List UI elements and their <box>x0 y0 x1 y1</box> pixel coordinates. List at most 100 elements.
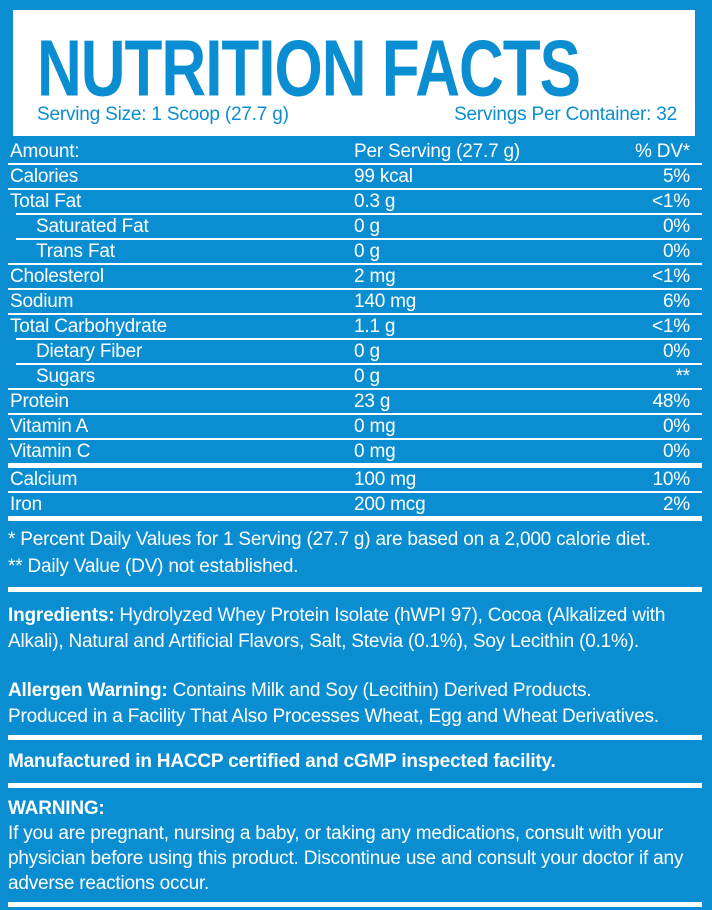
row-divider <box>8 288 702 290</box>
nutrient-dv: 0% <box>662 415 690 437</box>
row-divider <box>8 438 702 440</box>
nutrient-row: Sugars 0 g ** <box>8 365 702 388</box>
nutrient-value: 0 g <box>354 365 380 387</box>
nutrient-dv: 2% <box>662 493 690 515</box>
nutrient-dv: 6% <box>662 290 690 312</box>
row-divider <box>8 516 702 521</box>
nutrient-dv: 48% <box>652 390 691 412</box>
nutrient-row: Dietary Fiber 0 g 0% <box>8 340 702 363</box>
nutrient-row: Protein 23 g 48% <box>8 390 702 413</box>
warning-section: WARNING: If you are pregnant, nursing a … <box>8 796 702 896</box>
row-divider <box>8 163 702 165</box>
section-divider <box>8 735 702 740</box>
nutrient-value: 23 g <box>354 390 391 412</box>
nutrient-dv: 10% <box>652 468 691 490</box>
nutrient-row: Cholesterol 2 mg <1% <box>8 265 702 288</box>
footnotes: * Percent Daily Values for 1 Serving (27… <box>8 521 702 587</box>
nutrient-value: 2 mg <box>354 265 396 287</box>
nutrient-label: Total Fat <box>10 190 82 212</box>
nutrient-dv: 0% <box>662 215 690 237</box>
nutrient-row: Trans Fat 0 g 0% <box>8 240 702 263</box>
nutrient-value: 140 mg <box>354 290 417 312</box>
row-divider <box>8 313 702 315</box>
nutrient-row: Saturated Fat 0 g 0% <box>8 215 702 238</box>
dv-footnote: * Percent Daily Values for 1 Serving (27… <box>8 529 651 550</box>
nutrition-table: Amount: Per Serving (27.7 g) % DV* Calor… <box>8 140 702 521</box>
nutrient-row: Iron 200 mcg 2% <box>8 493 702 516</box>
ingredients-section: Ingredients: Hydrolyzed Whey Protein Iso… <box>8 603 702 655</box>
nutrient-value: 100 mg <box>354 468 417 490</box>
nutrient-label: Sugars <box>36 365 96 387</box>
serving-row: Serving Size: 1 Scoop (27.7 g) Servings … <box>37 104 677 126</box>
nutrient-dv: ** <box>675 365 691 387</box>
row-divider <box>16 363 702 365</box>
column-header-dv: % DV* <box>635 140 690 162</box>
info-sections: * Percent Daily Values for 1 Serving (27… <box>8 521 702 907</box>
nutrient-value: 0 g <box>354 240 380 262</box>
nutrient-row: Calories 99 kcal 5% <box>8 165 702 188</box>
column-header-per-serving: Per Serving (27.7 g) <box>354 140 521 162</box>
allergen-warning-label: Allergen Warning: <box>8 680 168 701</box>
nutrient-dv: <1% <box>652 315 690 337</box>
serving-size-text: Serving Size: 1 Scoop (27.7 g) <box>37 104 289 125</box>
nutrient-dv: 5% <box>662 165 690 187</box>
ingredients-label: Ingredients: <box>8 605 115 626</box>
nutrient-dv: 0% <box>662 240 690 262</box>
warning-text: If you are pregnant, nursing a baby, or … <box>8 823 684 894</box>
row-divider <box>16 338 702 340</box>
nutrient-row: Calcium 100 mg 10% <box>8 468 702 491</box>
row-divider <box>8 491 702 493</box>
nutrient-label: Protein <box>10 390 69 412</box>
nutrient-value: 0.3 g <box>354 190 396 212</box>
row-divider <box>8 263 702 265</box>
servings-per-container-text: Servings Per Container: 32 <box>454 104 677 125</box>
nutrient-dv: <1% <box>652 190 690 212</box>
row-divider <box>8 413 702 415</box>
nutrient-label: Sodium <box>10 290 74 312</box>
ingredients-text: Hydrolyzed Whey Protein Isolate (hWPI 97… <box>8 605 666 652</box>
row-divider <box>8 388 702 390</box>
nutrient-label: Vitamin C <box>10 440 91 462</box>
nutrient-label: Cholesterol <box>10 265 104 287</box>
nutrient-label: Vitamin A <box>10 415 89 437</box>
nutrient-row: Total Carbohydrate 1.1 g <1% <box>8 315 702 338</box>
manufactured-statement: Manufactured in HACCP certified and cGMP… <box>8 751 556 772</box>
label-title: NUTRITION FACTS <box>37 25 581 114</box>
nutrient-dv: 0% <box>662 340 690 362</box>
nutrient-label: Saturated Fat <box>36 215 149 237</box>
column-header-amount: Amount: <box>10 140 80 162</box>
nutrient-row: Sodium 140 mg 6% <box>8 290 702 313</box>
nutrition-table-body: Calories 99 kcal 5% Total Fat 0.3 g <1% … <box>8 165 702 521</box>
nutrient-value: 99 kcal <box>354 165 413 187</box>
nutrient-label: Calcium <box>10 468 78 490</box>
nutrient-value: 0 g <box>354 340 380 362</box>
row-divider <box>8 463 702 468</box>
nutrient-value: 0 g <box>354 215 380 237</box>
nutrient-dv: <1% <box>652 265 690 287</box>
nutrient-label: Trans Fat <box>36 240 115 262</box>
table-header-row: Amount: Per Serving (27.7 g) % DV* <box>8 140 702 163</box>
nutrient-label: Dietary Fiber <box>36 340 143 362</box>
nutrient-value: 1.1 g <box>354 315 396 337</box>
nutrient-value: 200 mcg <box>354 493 426 515</box>
warning-label: WARNING: <box>8 798 105 819</box>
nutrient-row: Vitamin C 0 mg 0% <box>8 440 702 463</box>
section-divider <box>8 902 702 907</box>
header-box: NUTRITION FACTS Serving Size: 1 Scoop (2… <box>13 10 695 136</box>
section-divider <box>8 783 702 788</box>
nutrient-value: 0 mg <box>354 415 396 437</box>
nutrient-row: Vitamin A 0 mg 0% <box>8 415 702 438</box>
nutrient-label: Calories <box>10 165 79 187</box>
allergen-warning-section: Allergen Warning: Contains Milk and Soy … <box>8 678 702 730</box>
nutrient-label: Total Carbohydrate <box>10 315 167 337</box>
not-established-footnote: ** Daily Value (DV) not established. <box>8 556 299 577</box>
row-divider <box>16 238 702 240</box>
row-divider <box>16 213 702 215</box>
section-divider <box>8 587 702 592</box>
nutrient-value: 0 mg <box>354 440 396 462</box>
allergen-warning-text: Contains Milk and Soy (Lecithin) Derived… <box>8 680 659 727</box>
nutrient-dv: 0% <box>662 440 690 462</box>
row-divider <box>8 188 702 190</box>
nutrient-row: Total Fat 0.3 g <1% <box>8 190 702 213</box>
